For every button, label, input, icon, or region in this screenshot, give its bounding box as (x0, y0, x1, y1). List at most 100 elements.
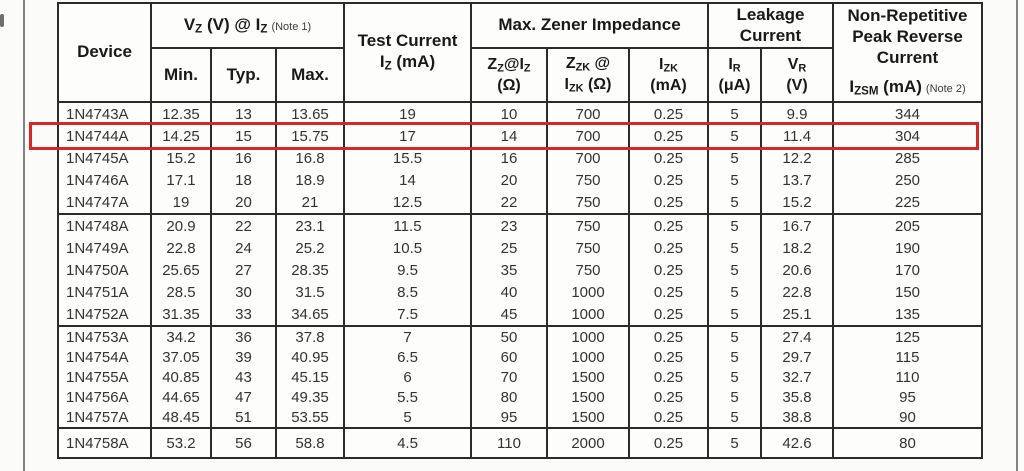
value-cell: 285 (894, 149, 921, 167)
value-cell: 14.25 (152, 125, 212, 147)
value-cell: 750 (548, 215, 630, 237)
value-cell: 190 (894, 239, 921, 257)
value-cell: 16.8 (277, 147, 345, 169)
value-cell: 5 (709, 347, 762, 367)
note1-ref: (Note 1) (271, 20, 312, 33)
value-cell: 5 (709, 429, 762, 457)
value-cell: 0.25 (630, 125, 709, 147)
value-cell: 5 (709, 387, 762, 407)
note2-ref: (Note 2) (925, 83, 966, 96)
value-cell: 1500 (548, 407, 630, 427)
value-cell: 10.5 (345, 237, 472, 259)
col-header-leakage-current: Leakage Current (709, 4, 834, 49)
value-cell: 13.65 (277, 103, 345, 125)
value-cell: 23 (472, 215, 548, 237)
value-cell: 0.25 (630, 347, 709, 367)
value-cell: 22.8 (152, 237, 212, 259)
table-row: 1N4747A 19 20 21 12.5 22 750 0.25 5 15.2 225 (59, 191, 981, 213)
value-cell: 16.7 (762, 215, 834, 237)
value-cell: 53.55 (277, 407, 345, 427)
value-cell: 22 (212, 215, 277, 237)
value-cell: 0.25 (630, 407, 709, 427)
device-cell: 1N4755A (59, 367, 152, 387)
value-cell: 42.6 (762, 429, 834, 457)
value-cell: 22 (472, 191, 548, 213)
value-cell: 18 (212, 169, 277, 191)
value-cell: 35.8 (762, 387, 834, 407)
value-cell: 304 (894, 127, 921, 145)
page-border-right (1016, 0, 1018, 471)
value-cell: 5 (709, 327, 762, 347)
value-cell: 37.05 (152, 347, 212, 367)
value-cell: 29.7 (762, 347, 834, 367)
device-cell: 1N4752A (59, 303, 152, 325)
device-cell: 1N4757A (59, 407, 152, 427)
col-header-izk: IZK (mA) (630, 49, 709, 101)
value-cell: 40 (472, 281, 548, 303)
value-cell: 43 (212, 367, 277, 387)
value-cell: 15.2 (762, 191, 834, 213)
value-cell: 115 (895, 348, 920, 366)
value-cell: 28.35 (277, 259, 345, 281)
table-row: 1N4753A 34.2 36 37.8 7 50 1000 0.25 5 27.4 125 (59, 327, 981, 347)
value-cell: 135 (894, 305, 921, 323)
value-cell: 15.5 (345, 147, 472, 169)
row-group: 1N4748A 20.9 22 23.1 11.5 23 750 0.25 5 16.7 205 1N… (59, 213, 981, 325)
value-cell: 5 (709, 367, 762, 387)
col-header-max-zener-impedance: Max. Zener Impedance (472, 4, 709, 49)
col-header-vr: VR (V) (762, 49, 834, 101)
col-header-typ: Typ. (212, 49, 277, 101)
value-cell: 19 (345, 103, 472, 125)
value-cell: 1000 (548, 327, 630, 347)
value-cell: 53.2 (152, 429, 212, 457)
device-cell: 1N4758A (59, 429, 152, 457)
value-cell: 48.45 (152, 407, 212, 427)
value-cell: 13 (212, 103, 277, 125)
col-header-max: Max. (277, 49, 345, 101)
value-cell: 750 (548, 237, 630, 259)
table-row: 1N4744A 14.25 15 15.75 17 14 700 0.25 5 11.4 304 (59, 125, 981, 147)
value-cell: 38.8 (762, 407, 834, 427)
value-cell: 9.5 (345, 259, 472, 281)
value-cell: 25.1 (762, 303, 834, 325)
value-cell: 45.15 (277, 367, 345, 387)
value-cell: 1500 (548, 367, 630, 387)
value-cell: 0.25 (630, 281, 709, 303)
value-cell: 0.25 (630, 303, 709, 325)
value-cell: 0.25 (630, 103, 709, 125)
value-cell: 60 (472, 347, 548, 367)
device-cell: 1N4753A (59, 327, 152, 347)
col-header-test-current: Test Current IZ (mA) (345, 4, 472, 101)
value-cell: 700 (548, 103, 630, 125)
value-cell: 27 (212, 259, 277, 281)
value-cell: 12.2 (762, 147, 834, 169)
value-cell: 15.75 (277, 125, 345, 147)
device-cell: 1N4744A (59, 125, 152, 147)
value-cell: 25.2 (277, 237, 345, 259)
value-cell: 0.25 (630, 429, 709, 457)
value-cell: 750 (548, 191, 630, 213)
scan-artifact (0, 14, 4, 27)
value-cell: 20.6 (762, 259, 834, 281)
value-cell: 14 (345, 169, 472, 191)
value-cell: 7.5 (345, 303, 472, 325)
value-cell: 0.25 (630, 259, 709, 281)
table-row: 1N4751A 28.5 30 31.5 8.5 40 1000 0.25 5 22.8 150 (59, 281, 981, 303)
value-cell: 16 (212, 147, 277, 169)
value-cell: 18.9 (277, 169, 345, 191)
value-cell: 5 (345, 407, 472, 427)
value-cell: 47 (212, 387, 277, 407)
value-cell: 5 (709, 259, 762, 281)
value-cell: 34.2 (152, 327, 212, 347)
zener-spec-table: Device VZ (V) @ IZ (Note 1) Test Current … (57, 2, 983, 459)
value-cell: 5 (709, 215, 762, 237)
value-cell: 40.95 (277, 347, 345, 367)
value-cell: 14 (472, 125, 548, 147)
value-cell: 5 (709, 169, 762, 191)
device-cell: 1N4747A (59, 191, 152, 213)
value-cell: 205 (894, 217, 921, 235)
col-header-min: Min. (152, 49, 212, 101)
value-cell: 0.25 (630, 387, 709, 407)
value-cell: 9.9 (762, 103, 834, 125)
